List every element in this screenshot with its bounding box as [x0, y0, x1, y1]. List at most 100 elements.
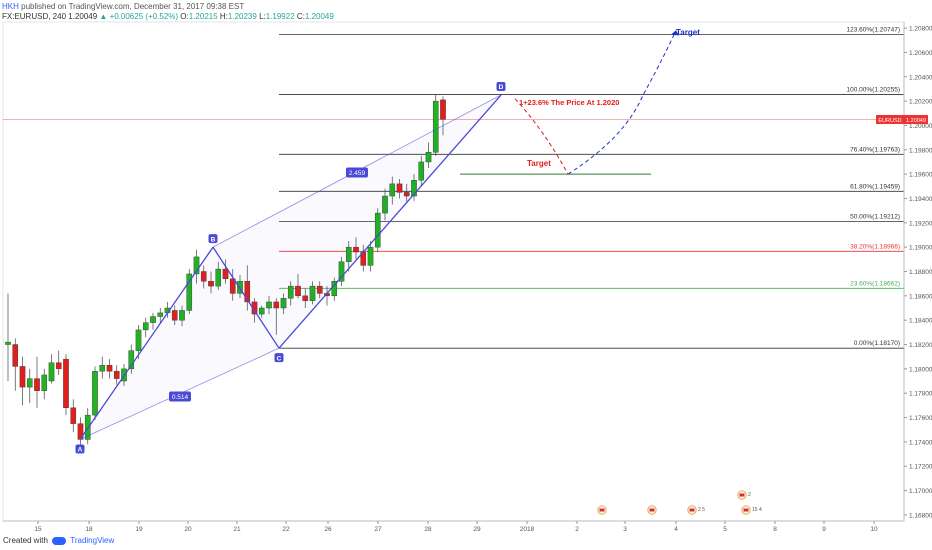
flag-icon: [743, 508, 749, 512]
bullish-candle[interactable]: [280, 298, 287, 309]
bullish-candle[interactable]: [48, 362, 55, 382]
bearish-candle[interactable]: [396, 183, 403, 193]
bullish-candle[interactable]: [135, 329, 142, 351]
bullish-candle[interactable]: [418, 161, 425, 181]
bullish-candle[interactable]: [186, 273, 193, 311]
symbol-label: FX:EURUSD, 240: [2, 12, 67, 21]
bullish-candle[interactable]: [309, 285, 316, 301]
bullish-candle[interactable]: [41, 374, 48, 391]
harmonic-point-badge[interactable]: [274, 353, 284, 363]
bearish-candle[interactable]: [244, 281, 251, 303]
bullish-candle[interactable]: [193, 256, 200, 275]
bearish-candle[interactable]: [316, 285, 323, 294]
harmonic-point-label: B: [211, 236, 216, 243]
bullish-candle[interactable]: [215, 268, 222, 287]
x-tick-label: 8: [773, 526, 777, 533]
bearish-candle[interactable]: [273, 301, 280, 309]
bullish-candle[interactable]: [128, 350, 135, 370]
bullish-candle[interactable]: [142, 322, 149, 331]
harmonic-leg[interactable]: [79, 246, 214, 440]
bearish-candle[interactable]: [171, 310, 178, 321]
last-price: 1.20049: [68, 12, 98, 21]
x-tick-label: 29: [473, 526, 481, 533]
bearish-candle[interactable]: [12, 344, 19, 367]
lower-target-label: Target: [527, 159, 551, 168]
created-with-text: Created with: [3, 536, 48, 545]
bearish-candle[interactable]: [200, 271, 207, 282]
bullish-candle[interactable]: [266, 301, 272, 309]
bullish-candle[interactable]: [425, 152, 432, 163]
bullish-candle[interactable]: [179, 310, 185, 321]
event-marker-count: 15 4: [752, 507, 762, 513]
projection-arrow-head: [671, 30, 679, 36]
event-marker-count: 2: [748, 492, 751, 498]
fib-level-label: 123.60%(1.20747): [847, 27, 901, 34]
symbol-info-line: FX:EURUSD, 240 1.20049 ▲ +0.00625 (+0.52…: [2, 12, 334, 22]
projection-down-path[interactable]: [514, 98, 569, 175]
bearish-candle[interactable]: [353, 246, 359, 253]
y-tick-label: 1.19800: [909, 147, 932, 154]
bullish-candle[interactable]: [411, 180, 417, 197]
y-tick-label: 1.19000: [909, 245, 932, 252]
x-tick-label: 10: [870, 526, 878, 533]
bearish-candle[interactable]: [113, 371, 120, 379]
bearish-candle[interactable]: [106, 365, 113, 372]
harmonic-point-label: A: [78, 447, 83, 454]
harmonic-point-badge[interactable]: [75, 444, 85, 454]
bearish-candle[interactable]: [55, 362, 62, 370]
bullish-candle[interactable]: [374, 212, 381, 248]
bearish-candle[interactable]: [440, 99, 446, 120]
y-tick-label: 1.17600: [909, 415, 932, 422]
x-tick-label: 20: [184, 526, 192, 533]
fib-level-label: 61.80%(1.19459): [850, 183, 900, 190]
harmonic-point-badge[interactable]: [208, 234, 218, 244]
bearish-candle[interactable]: [19, 366, 26, 388]
y-tick-label: 1.18400: [909, 318, 932, 325]
bullish-candle[interactable]: [5, 341, 11, 345]
bullish-candle[interactable]: [99, 365, 106, 372]
bearish-candle[interactable]: [70, 407, 77, 424]
bearish-candle[interactable]: [208, 281, 214, 287]
bullish-candle[interactable]: [382, 195, 388, 214]
price-annotation: 1+23.6% The Price At 1.2020: [519, 98, 619, 107]
flag-icon: [739, 493, 745, 497]
bearish-candle[interactable]: [222, 268, 229, 280]
flag-icon: [649, 508, 655, 512]
harmonic-leg[interactable]: [278, 94, 502, 349]
tradingview-link[interactable]: TradingView: [70, 536, 115, 545]
bullish-candle[interactable]: [150, 316, 156, 323]
upper-target-label: Target: [676, 28, 700, 37]
bullish-candle[interactable]: [26, 378, 33, 388]
x-tick-label: 2: [575, 526, 579, 533]
bearish-candle[interactable]: [251, 301, 258, 315]
author-name[interactable]: HKH: [2, 2, 19, 11]
open-value: 1.20215: [188, 12, 218, 21]
tradingview-logo-icon: [52, 536, 67, 545]
fib-level-label: 23.60%(1.18662): [850, 280, 900, 287]
bearish-candle[interactable]: [34, 378, 40, 391]
bullish-candle[interactable]: [92, 371, 98, 416]
bearish-candle[interactable]: [403, 192, 410, 197]
published-text: published on TradingView.com, December 3…: [21, 2, 245, 11]
bullish-candle[interactable]: [338, 261, 345, 282]
open-label: O:: [180, 12, 189, 21]
bearish-candle[interactable]: [302, 295, 309, 301]
harmonic-point-badge[interactable]: [496, 82, 506, 92]
bullish-candle[interactable]: [157, 312, 164, 317]
bearish-candle[interactable]: [63, 358, 69, 409]
footer: Created with TradingView: [3, 536, 114, 545]
x-tick-label: 22: [282, 526, 290, 533]
bullish-candle[interactable]: [367, 246, 374, 266]
bullish-candle[interactable]: [432, 100, 439, 153]
bearish-candle[interactable]: [295, 285, 301, 297]
bearish-candle[interactable]: [229, 278, 236, 294]
bullish-candle[interactable]: [389, 183, 396, 197]
x-tick-label: 27: [374, 526, 382, 533]
harmonic-leg[interactable]: [212, 246, 280, 349]
bullish-candle[interactable]: [287, 285, 294, 299]
x-tick-label: 9: [822, 526, 826, 533]
bullish-candle[interactable]: [258, 307, 265, 315]
x-tick-label: 19: [135, 526, 143, 533]
bullish-candle[interactable]: [345, 246, 352, 262]
